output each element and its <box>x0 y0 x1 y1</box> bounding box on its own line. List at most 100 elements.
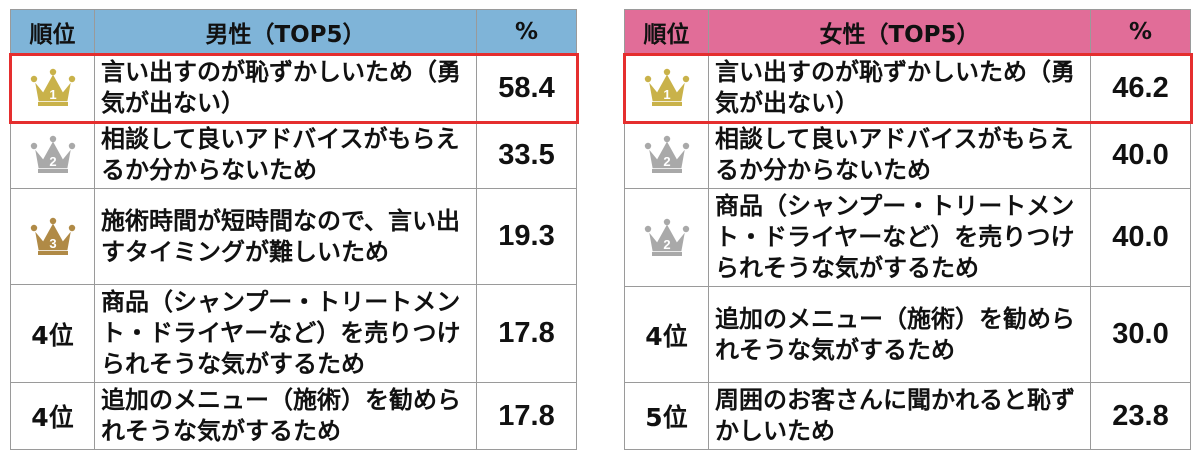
crown-base <box>37 250 68 255</box>
crown-jewel <box>68 224 75 231</box>
table-row: 3 施術時間が短時間なので、言い出すタイミングが難しいため 19.3 <box>10 188 577 285</box>
header-unit: % <box>1090 9 1191 55</box>
gold-crown-icon: 1 <box>644 68 689 106</box>
reason-cell: 追加のメニュー（施術）を勧められそうな気がするため <box>708 286 1091 383</box>
crown-jewel <box>30 75 37 83</box>
male-ranking-table: 順位 男性（TOP5） % 1 言い出すのが恥ずかしいため（勇気が出ない） 58… <box>10 9 577 450</box>
crown-base <box>651 169 682 173</box>
table-row: 4位 商品（シャンプー・トリートメント・ドライヤーなど）を売りつけられそうな気が… <box>10 284 577 383</box>
value-text: 40.0 <box>1112 138 1169 171</box>
value-text: 17.8 <box>498 317 555 349</box>
header-title: 女性（TOP5） <box>708 9 1091 55</box>
reason-cell: 商品（シャンプー・トリートメント・ドライヤーなど）を売りつけられそうな気がするた… <box>94 284 477 383</box>
table-row: 1 言い出すのが恥ずかしいため（勇気が出ない） 46.2 <box>624 54 1191 122</box>
table-header-row: 順位 男性（TOP5） % <box>10 9 577 55</box>
header-rank: 順位 <box>10 9 95 55</box>
table-row: 2 相談して良いアドバイスがもらえるか分からないため 33.5 <box>10 121 577 189</box>
table-row: 4位 追加のメニュー（施術）を勧められそうな気がするため 17.8 <box>10 382 577 450</box>
crown-base <box>651 251 682 256</box>
crown-jewel <box>682 142 689 150</box>
female-ranking-table: 順位 女性（TOP5） % 1 言い出すのが恥ずかしいため（勇気が出ない） 46… <box>624 9 1191 450</box>
silver-crown-icon: 2 <box>644 135 689 173</box>
bronze-crown-icon: 3 <box>30 217 75 255</box>
value-cell: 40.0 <box>1090 188 1191 287</box>
reason-cell: 相談して良いアドバイスがもらえるか分からないため <box>94 121 477 189</box>
crown-rank-number: 2 <box>663 237 670 252</box>
value-cell: 33.5 <box>476 121 577 189</box>
rank-label: 4位 <box>10 382 95 450</box>
value-text: 46.2 <box>1112 71 1169 104</box>
table-row: 2 商品（シャンプー・トリートメント・ドライヤーなど）を売りつけられそうな気がす… <box>624 188 1191 287</box>
value-text: 19.3 <box>498 220 555 252</box>
header-title: 男性（TOP5） <box>94 9 477 55</box>
crown-jewel <box>49 135 56 143</box>
crown-jewel <box>30 224 37 231</box>
crown-jewel <box>68 142 75 150</box>
value-cell: 30.0 <box>1090 286 1191 383</box>
crown-jewel <box>30 142 37 150</box>
crown-jewel <box>644 75 651 83</box>
silver-crown-icon: 2 <box>11 135 94 175</box>
crown-jewel <box>682 75 689 83</box>
silver-crown-icon: 2 <box>625 218 708 258</box>
rank-cell: 1 <box>624 54 709 122</box>
crown-jewel <box>682 225 689 232</box>
value-cell: 17.8 <box>476 284 577 383</box>
crown-jewel <box>663 135 670 143</box>
crown-jewel <box>49 68 56 76</box>
value-text: 58.4 <box>498 71 555 104</box>
crown-base <box>651 102 682 106</box>
rank-cell: 2 <box>624 121 709 189</box>
crown-jewel <box>663 68 670 76</box>
value-text: 30.0 <box>1112 318 1169 350</box>
crown-rank-number: 2 <box>663 154 670 169</box>
crown-rank-number: 1 <box>663 87 670 102</box>
bronze-crown-icon: 3 <box>11 217 94 257</box>
value-cell: 58.4 <box>476 54 577 122</box>
reason-cell: 商品（シャンプー・トリートメント・ドライヤーなど）を売りつけられそうな気がするた… <box>708 188 1091 287</box>
reason-cell: 相談して良いアドバイスがもらえるか分からないため <box>708 121 1091 189</box>
rank-cell: 2 <box>10 121 95 189</box>
reason-cell: 周囲のお客さんに聞かれると恥ずかしいため <box>708 382 1091 450</box>
table-row: 2 相談して良いアドバイスがもらえるか分からないため 40.0 <box>624 121 1191 189</box>
silver-crown-icon: 2 <box>644 218 689 256</box>
reason-cell: 言い出すのが恥ずかしいため（勇気が出ない） <box>708 54 1091 122</box>
table-row: 1 言い出すのが恥ずかしいため（勇気が出ない） 58.4 <box>10 54 577 122</box>
table-row: 4位 追加のメニュー（施術）を勧められそうな気がするため 30.0 <box>624 286 1191 383</box>
rank-label: 4位 <box>10 284 95 383</box>
table-row: 5位 周囲のお客さんに聞かれると恥ずかしいため 23.8 <box>624 382 1191 450</box>
value-cell: 40.0 <box>1090 121 1191 189</box>
crown-rank-number: 1 <box>49 87 56 102</box>
value-cell: 23.8 <box>1090 382 1191 450</box>
crown-jewel <box>49 217 56 224</box>
gold-crown-icon: 1 <box>30 68 75 106</box>
silver-crown-icon: 2 <box>30 135 75 173</box>
value-cell: 46.2 <box>1090 54 1191 122</box>
crown-jewel <box>663 218 670 225</box>
crown-base <box>37 102 68 106</box>
table-header-row: 順位 女性（TOP5） % <box>624 9 1191 55</box>
reason-cell: 言い出すのが恥ずかしいため（勇気が出ない） <box>94 54 477 122</box>
crown-base <box>37 169 68 173</box>
gold-crown-icon: 1 <box>11 68 94 108</box>
value-cell: 17.8 <box>476 382 577 450</box>
crown-rank-number: 2 <box>49 154 56 169</box>
reason-cell: 施術時間が短時間なので、言い出すタイミングが難しいため <box>94 188 477 285</box>
rank-cell: 2 <box>624 188 709 287</box>
value-cell: 19.3 <box>476 188 577 285</box>
header-unit: % <box>476 9 577 55</box>
crown-jewel <box>644 225 651 232</box>
header-rank: 順位 <box>624 9 709 55</box>
rank-cell: 3 <box>10 188 95 285</box>
crown-rank-number: 3 <box>49 236 56 251</box>
value-text: 17.8 <box>498 399 555 432</box>
rank-cell: 1 <box>10 54 95 122</box>
gold-crown-icon: 1 <box>625 68 708 108</box>
value-text: 23.8 <box>1112 399 1169 432</box>
crown-jewel <box>68 75 75 83</box>
silver-crown-icon: 2 <box>625 135 708 175</box>
reason-cell: 追加のメニュー（施術）を勧められそうな気がするため <box>94 382 477 450</box>
crown-jewel <box>644 142 651 150</box>
rank-label: 5位 <box>624 382 709 450</box>
value-text: 33.5 <box>498 138 555 171</box>
